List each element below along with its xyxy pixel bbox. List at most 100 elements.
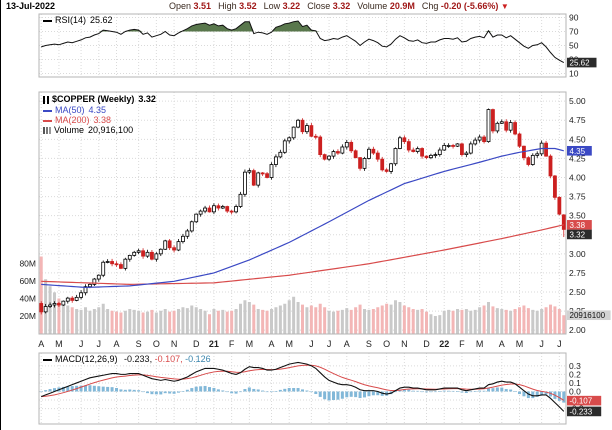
rsi-legend: RSI(14) 25.62 (43, 15, 113, 25)
macd-value: -0.233, (124, 354, 153, 364)
svg-text:M: M (476, 339, 484, 349)
svg-text:D: D (423, 339, 430, 349)
high-value: 3.52 (239, 1, 257, 11)
svg-text:-0.107: -0.107 (570, 397, 593, 406)
svg-text:2.00: 2.00 (569, 325, 586, 335)
svg-text:60M: 60M (19, 276, 36, 286)
svg-text:J: J (557, 339, 562, 349)
svg-text:4.25: 4.25 (569, 153, 586, 163)
svg-text:80M: 80M (19, 259, 36, 269)
low-value: 3.22 (282, 1, 301, 11)
svg-text:O: O (383, 339, 390, 349)
svg-text:21: 21 (209, 339, 219, 349)
ohlc-chg: Chg -0.20 (-5.66%) ▼ (422, 1, 509, 12)
ohlc-volume: Volume 20.9M (357, 1, 415, 12)
svg-text:M: M (246, 339, 254, 349)
svg-text:2.75: 2.75 (569, 268, 586, 278)
macd-line-icon (43, 358, 52, 361)
down-arrow-icon: ▼ (500, 2, 509, 11)
ma50-label: MA(50) (55, 105, 85, 115)
volume-legend-label: Volume (54, 125, 85, 135)
svg-text:-0.233: -0.233 (570, 407, 593, 416)
close-value: 3.32 (332, 1, 351, 11)
svg-text:0.3: 0.3 (569, 361, 581, 371)
grid-layer (38, 13, 567, 425)
svg-text:M: M (516, 339, 524, 349)
svg-text:A: A (344, 339, 350, 349)
open-value: 3.51 (193, 1, 212, 11)
ohlc-low: Low 3.22 (264, 1, 301, 12)
macd-signal-value: -0.107, (154, 354, 183, 364)
svg-text:A: A (113, 339, 119, 349)
ma50-legend: MA(50) 4.35 (43, 105, 106, 115)
svg-text:M: M (285, 339, 293, 349)
svg-text:J: J (327, 339, 332, 349)
volume-legend: Volume 20,916,100 (43, 125, 133, 135)
svg-text:5.00: 5.00 (569, 96, 586, 106)
svg-text:J: J (539, 339, 544, 349)
svg-text:10: 10 (569, 69, 579, 79)
ohlc-close: Close 3.32 (307, 1, 350, 12)
svg-text:0.2: 0.2 (569, 369, 581, 379)
ma200-line-icon (43, 119, 52, 122)
ohlc-summary: Open 3.51 High 3.52 Low 3.22 Close 3.32 … (169, 1, 509, 12)
svg-text:3.50: 3.50 (569, 211, 586, 221)
rsi-legend-value: 25.62 (90, 15, 113, 25)
svg-text:3.75: 3.75 (569, 192, 586, 202)
chg-value: -0.20 (-5.66%) (440, 1, 499, 11)
svg-text:2.50: 2.50 (569, 287, 586, 297)
ma50-line-icon (43, 109, 52, 112)
high-label: High (218, 1, 237, 11)
chart-date: 13-Jul-2022 (6, 1, 56, 11)
macd-legend-label: MACD(12,26,9) (55, 354, 118, 364)
value-tags-layer: 25.62 4.35 3.383.32 20916100 -0.107-0.233 (567, 57, 611, 416)
svg-text:S: S (136, 339, 142, 349)
ma200-value: 3.38 (93, 115, 112, 125)
low-label: Low (263, 1, 281, 11)
svg-text:0.0: 0.0 (569, 386, 581, 396)
svg-text:3.00: 3.00 (569, 249, 586, 259)
svg-text:3.32: 3.32 (570, 230, 586, 239)
svg-text:D: D (193, 339, 200, 349)
svg-text:N: N (171, 339, 178, 349)
svg-text:90: 90 (569, 13, 579, 23)
svg-text:M: M (55, 339, 63, 349)
macd-layer (39, 361, 566, 412)
axis-labels-layer: 90705030105.004.754.504.254.003.753.503.… (19, 13, 585, 414)
svg-text:4.50: 4.50 (569, 134, 586, 144)
candlestick-icon (43, 95, 49, 104)
svg-text:O: O (153, 339, 160, 349)
svg-text:20916100: 20916100 (570, 311, 606, 320)
svg-text:S: S (366, 339, 372, 349)
rsi-layer (41, 20, 565, 64)
symbol-legend: $COPPER (Weekly) 3.32 (43, 94, 156, 104)
volume-value: 20.9M (389, 1, 415, 11)
volume-legend-value: 20,916,100 (88, 125, 134, 135)
ma50-value: 4.35 (88, 105, 107, 115)
svg-text:70: 70 (569, 27, 579, 37)
ma200-legend: MA(200) 3.38 (43, 115, 111, 125)
svg-text:A: A (38, 339, 44, 349)
chg-label: Chg (421, 1, 439, 11)
macd-histogram-value: -0.126 (185, 354, 211, 364)
svg-text:25.62: 25.62 (570, 59, 591, 68)
ma200-label: MA(200) (55, 115, 90, 125)
ohlc-open: Open 3.51 (169, 1, 211, 12)
symbol-last-price: 3.32 (138, 94, 156, 104)
svg-text:J: J (97, 339, 102, 349)
svg-text:50: 50 (569, 41, 579, 51)
svg-text:A: A (268, 339, 274, 349)
rsi-legend-label: RSI(14) (55, 15, 87, 25)
svg-text:20M: 20M (19, 311, 36, 321)
svg-text:J: J (79, 339, 84, 349)
volume-label: Volume (357, 1, 388, 11)
ohlc-high: High 3.52 (218, 1, 257, 12)
volume-bars-icon (43, 127, 51, 135)
price-layer (39, 108, 566, 334)
svg-text:A: A (499, 339, 505, 349)
svg-text:J: J (309, 339, 314, 349)
rsi-line-icon (43, 19, 52, 22)
open-label: Open (169, 1, 192, 11)
